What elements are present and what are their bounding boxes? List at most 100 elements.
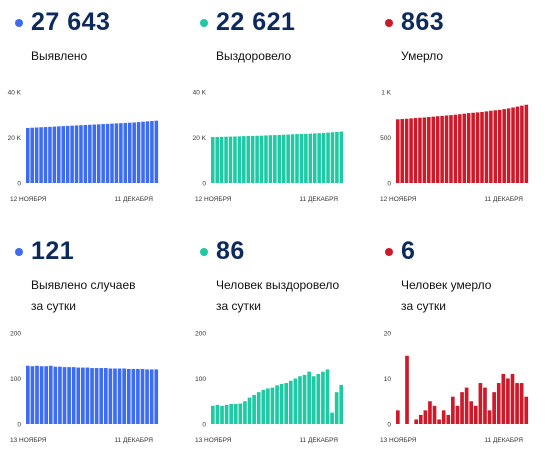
bar [85, 367, 90, 424]
bar [304, 133, 308, 183]
bar [123, 122, 128, 183]
bar [524, 396, 529, 424]
y-tick-label: 100 [10, 376, 21, 383]
bar [233, 136, 237, 183]
bar [145, 369, 149, 424]
bar [316, 373, 321, 424]
bar [268, 135, 273, 183]
stat-value: 6 [401, 237, 416, 265]
panel-deaths: 863 Умерло 1 K 500 0 12 НОЯБРЯ 11 ДЕКАБРЯ [370, 0, 555, 228]
stat-value: 22 621 [216, 8, 296, 36]
bar [99, 368, 104, 424]
bar [26, 127, 30, 183]
bar [446, 414, 451, 424]
bar [150, 121, 154, 183]
bar [506, 378, 510, 424]
bar [515, 383, 519, 424]
bar [74, 125, 79, 183]
x-tick-label-start: 12 НОЯБРЯ [195, 196, 232, 203]
bar [449, 115, 453, 183]
bar [396, 410, 400, 424]
bar [290, 134, 295, 183]
chart-detected: 40 K 20 K 0 12 НОЯБРЯ 11 ДЕКАБРЯ [8, 90, 159, 203]
bar [96, 124, 101, 183]
bar [127, 122, 132, 183]
stat-value: 121 [31, 237, 75, 265]
bar [34, 127, 39, 183]
bar [339, 131, 344, 183]
bar [428, 401, 432, 424]
stat-value: 86 [216, 237, 245, 265]
stat-value: 27 643 [31, 8, 111, 36]
chart-deaths: 1 K 500 0 12 НОЯБРЯ 11 ДЕКАБРЯ [380, 90, 529, 203]
bar [255, 135, 259, 183]
bar [94, 368, 99, 424]
bar [478, 383, 483, 424]
legend-dot [200, 248, 208, 256]
bar [211, 137, 215, 183]
legend-dot [200, 19, 208, 27]
bar [501, 373, 506, 424]
y-tick-label: 200 [195, 331, 206, 338]
stat-label: Умерло [401, 46, 443, 67]
bar [471, 112, 475, 183]
bar [302, 374, 307, 424]
bar [312, 133, 317, 183]
y-tick-label: 20 K [8, 135, 22, 142]
bar [132, 122, 136, 183]
bar [71, 367, 76, 425]
bar [281, 134, 286, 183]
stat-label: Человек выздоровело за сутки [216, 275, 339, 317]
bar [110, 123, 114, 183]
bar [154, 120, 159, 183]
bar [451, 396, 455, 424]
legend-dot [15, 19, 23, 27]
stat-label-line: за сутки [216, 299, 261, 313]
bar [43, 127, 48, 183]
stat-label-line: за сутки [401, 299, 446, 313]
stat-label: Выздоровело [216, 46, 291, 67]
bar [524, 104, 529, 183]
panel-recovered: 22 621 Выздоровело 40 K 20 K 0 12 НОЯБРЯ 11 ДЕ… [185, 0, 370, 228]
bar [136, 122, 141, 183]
y-tick-label: 200 [10, 331, 21, 338]
bar [114, 123, 119, 183]
x-tick-label-end: 11 ДЕКАБРЯ [299, 437, 338, 444]
y-tick-label: 40 K [193, 90, 207, 97]
bar [252, 394, 256, 424]
stat-label-line: Выявлено случаев [31, 278, 136, 292]
bar [39, 127, 43, 183]
bar [502, 109, 506, 183]
bar [275, 385, 279, 424]
bar [493, 110, 498, 183]
bar [483, 387, 487, 424]
x-tick-label-start: 13 НОЯБРЯ [380, 437, 417, 444]
bar [215, 404, 220, 424]
bar [117, 368, 122, 424]
bar [475, 112, 480, 183]
bar [237, 136, 242, 183]
bar [233, 403, 238, 424]
bar [105, 123, 110, 183]
bar [506, 108, 511, 183]
bar [88, 124, 92, 183]
bar [57, 126, 61, 183]
bar [44, 366, 49, 424]
bar [149, 369, 154, 424]
bar [496, 383, 501, 424]
bar [492, 392, 496, 424]
bar [460, 392, 464, 424]
stat-label-line: Умерло [401, 49, 444, 63]
bar [90, 368, 94, 424]
x-tick-label-end: 11 ДЕКАБРЯ [114, 196, 153, 203]
bar [489, 110, 493, 183]
bar [26, 365, 30, 424]
bar [92, 124, 97, 183]
legend-dot [385, 248, 393, 256]
bar [79, 125, 83, 183]
bar [455, 405, 460, 424]
bar [229, 403, 234, 424]
bar [404, 118, 409, 183]
bar [462, 113, 467, 183]
bar [136, 368, 140, 424]
